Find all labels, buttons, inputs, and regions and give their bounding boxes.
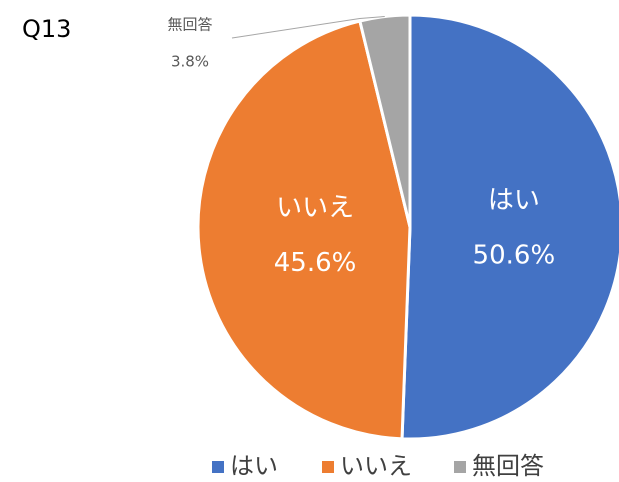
slice-category-label: いいえ <box>276 193 354 223</box>
legend-swatch <box>212 461 224 473</box>
pie-slice <box>400 13 619 441</box>
legend-label: はい <box>230 452 278 480</box>
chart-title: Q13 <box>22 15 71 43</box>
slice-category-label: はい <box>488 185 540 215</box>
leader-line <box>231 16 385 39</box>
slice-category-label: 無回答 <box>167 16 212 34</box>
slice-value-label: 50.6% <box>473 240 556 270</box>
legend-swatch <box>322 461 334 473</box>
slice-value-label: 3.8% <box>171 53 209 71</box>
legend-label: 無回答 <box>472 452 544 480</box>
pie-slice <box>196 19 412 441</box>
pie-slice <box>358 13 412 228</box>
legend-label: いいえ <box>340 452 412 480</box>
legend-swatch <box>454 461 466 473</box>
slice-value-label: 45.6% <box>274 248 357 278</box>
